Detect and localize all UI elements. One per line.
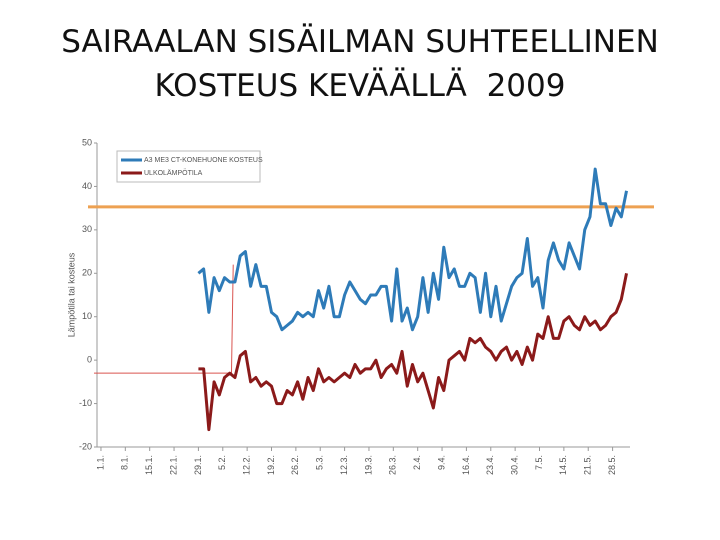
x-tick-label: 9.4. (436, 455, 446, 470)
y-tick-label: 40 (82, 181, 92, 191)
legend-label: ULKOLÄMPÖTILA (144, 169, 203, 177)
x-tick-label: 8.1. (120, 455, 130, 470)
y-tick-label: -10 (79, 398, 92, 408)
legend-label: A3 ME3 CT-KONEHUONE KOSTEUS (144, 157, 263, 164)
x-tick-label: 5.3. (315, 455, 325, 470)
y-tick-label: 20 (82, 268, 92, 278)
x-tick-label: 5.2. (217, 455, 227, 470)
series-line (197, 167, 628, 332)
x-tick-label: 7.5. (534, 455, 544, 470)
series-line (198, 272, 628, 432)
x-tick-label: 29.1. (193, 455, 203, 475)
x-tick-label: 21.5. (583, 455, 593, 475)
x-tick-label: 12.2. (242, 455, 252, 475)
slide-title: SAIRAALAN SISÄILMAN SUHTEELLINEN KOSTEUS… (0, 20, 720, 108)
title-line: SAIRAALAN SISÄILMAN SUHTEELLINEN (61, 24, 659, 60)
y-tick-label: 10 (82, 311, 92, 321)
y-tick-label: 50 (82, 137, 92, 147)
x-tick-label: 2.4. (412, 455, 422, 470)
x-tick-label: 19.2. (266, 455, 276, 475)
x-tick-label: 1.1. (95, 455, 105, 470)
legend-box (116, 150, 261, 183)
x-tick-label: 23.4. (485, 455, 495, 475)
x-tick-label: 22.1. (168, 455, 178, 475)
x-tick-label: 16.4. (461, 455, 471, 475)
y-tick-label: -20 (79, 441, 92, 451)
x-tick-label: 19.3. (363, 455, 373, 475)
y-tick-label: 0 (87, 355, 92, 365)
title-line: KOSTEUS KEVÄÄLLÄ 2009 (154, 68, 566, 104)
x-tick-label: 26.2. (290, 455, 300, 475)
x-tick-label: 28.5. (607, 455, 617, 475)
x-tick-label: 30.4. (510, 455, 520, 475)
x-tick-label: 12.3. (339, 455, 349, 475)
y-tick-label: 30 (82, 224, 92, 234)
y-axis-label: Lämpötila tai kosteus (66, 252, 76, 337)
x-tick-label: 15.1. (144, 455, 154, 475)
x-tick-label: 26.3. (388, 455, 398, 475)
x-tick-label: 14.5. (558, 455, 568, 475)
